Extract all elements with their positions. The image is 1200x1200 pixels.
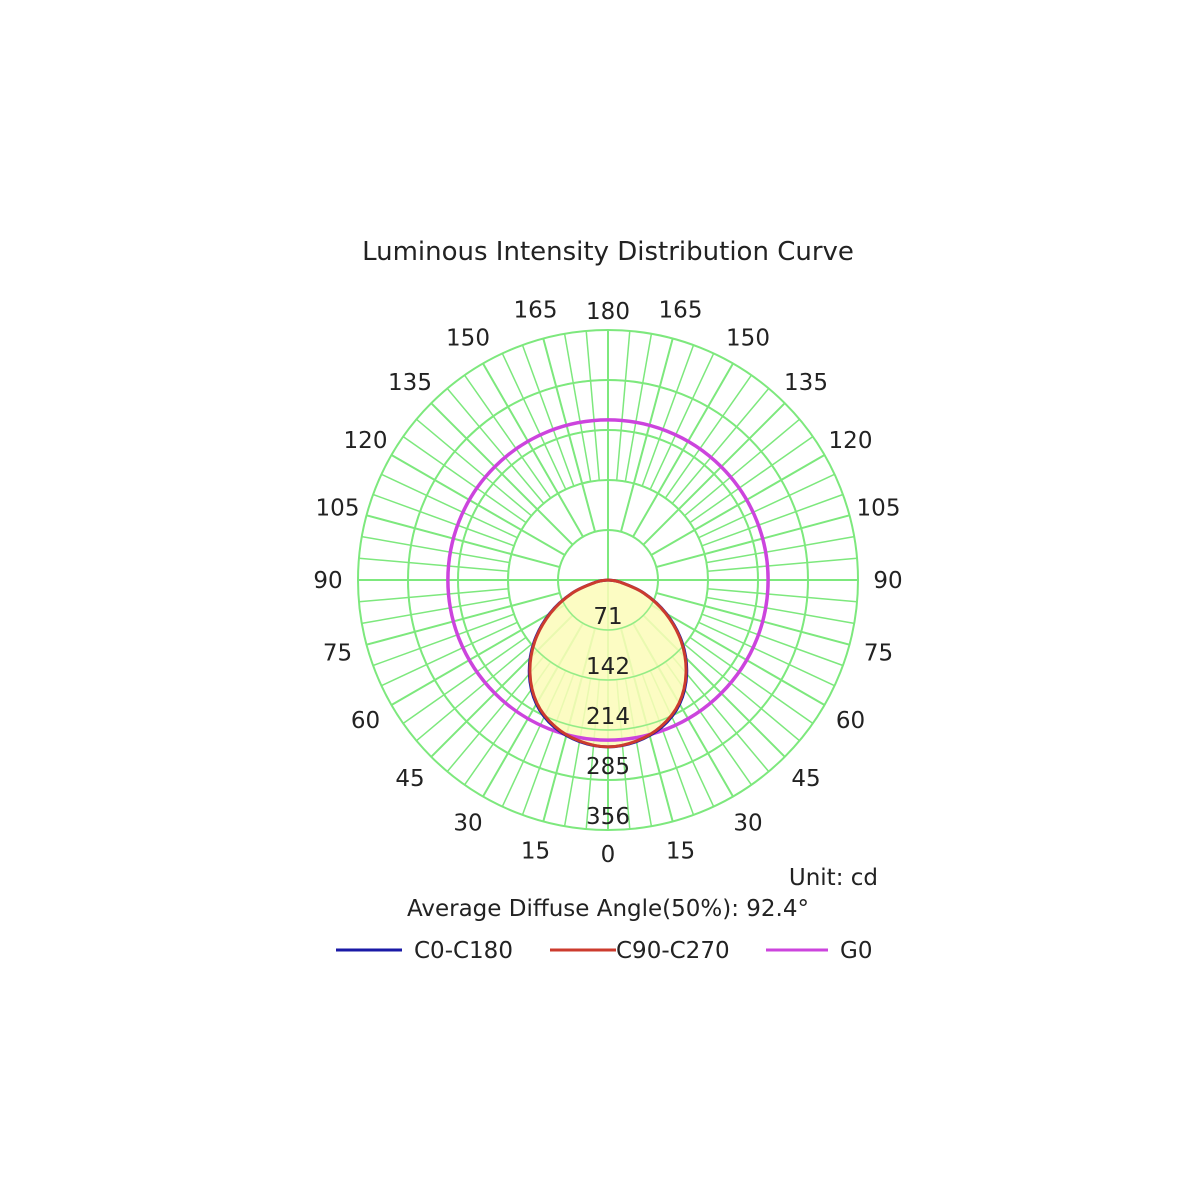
unit-label: Unit: cd <box>789 865 878 891</box>
grid-spoke <box>707 587 858 603</box>
grid-spoke <box>563 333 592 482</box>
grid-spoke <box>361 535 510 564</box>
grid-spoke <box>649 353 715 490</box>
angle-label: 45 <box>395 766 424 792</box>
grid-spoke <box>701 613 844 667</box>
chart-title: Luminous Intensity Distribution Curve <box>362 237 854 267</box>
angle-label: 30 <box>453 811 482 837</box>
diffuse-angle-label: Average Diffuse Angle(50%): 92.4° <box>407 896 809 922</box>
angle-label: 150 <box>446 326 490 352</box>
grid-spoke <box>416 418 532 517</box>
radial-tick-label: 214 <box>586 704 630 730</box>
grid-spoke <box>684 418 800 517</box>
grid-spoke <box>698 621 835 687</box>
angle-label: 15 <box>521 839 550 865</box>
angle-label: 75 <box>864 641 893 667</box>
grid-spoke <box>706 535 855 564</box>
legend-label-g0: G0 <box>840 938 872 964</box>
angle-label: 105 <box>316 496 360 522</box>
grid-circle-overlay <box>507 479 709 681</box>
grid-spoke <box>701 493 844 547</box>
angle-label: 15 <box>666 839 695 865</box>
grid-spoke <box>372 613 515 667</box>
grid-spoke <box>689 435 814 524</box>
grid-spoke <box>381 473 518 539</box>
grid-spoke <box>671 656 770 772</box>
angle-label: 30 <box>733 811 762 837</box>
angle-label: 120 <box>344 428 388 454</box>
angle-label-top: 180 <box>586 299 630 325</box>
intensity-fill-area <box>529 580 687 747</box>
legend: C0-C180 C90-C270 G0 <box>336 938 872 964</box>
grid-spoke <box>615 330 631 481</box>
grid-circle-overlay <box>557 529 659 631</box>
curves-layer <box>446 418 770 749</box>
grid-spoke <box>664 374 753 499</box>
grid-circle-overlay <box>457 429 759 731</box>
angle-label: 105 <box>857 496 901 522</box>
grid-spoke <box>624 333 653 482</box>
grid-spoke <box>446 388 545 504</box>
angle-label: 150 <box>726 326 770 352</box>
grid-spoke <box>402 435 527 524</box>
grid-spoke <box>689 636 814 725</box>
grid-circle-overlay <box>407 379 809 781</box>
grid-spoke <box>501 353 567 490</box>
radial-tick-label: 285 <box>586 754 630 780</box>
radial-tick-label: 356 <box>586 804 630 830</box>
grid-spoke <box>698 473 835 539</box>
intensity-fill <box>407 379 809 781</box>
grid-spoke <box>684 643 800 742</box>
grid-spoke <box>361 596 510 625</box>
center-label: 0 <box>601 842 616 868</box>
grid-spoke <box>446 656 545 772</box>
labels-layer: 71 142 214 285 356 0 180 15 30 45 60 75 90 105 120 135 1… <box>313 298 902 869</box>
grid-spoke <box>706 596 855 625</box>
radial-tick-label: 71 <box>593 604 622 630</box>
series-g0-curve <box>446 418 770 742</box>
angle-label: 60 <box>351 708 380 734</box>
grid-spoke <box>707 557 858 573</box>
series-c90-c270-curve <box>528 578 688 749</box>
grid-spoke <box>402 636 527 725</box>
grid-spoke <box>358 557 509 573</box>
grid-spoke <box>372 493 515 547</box>
angle-label: 165 <box>659 298 703 324</box>
angle-label: 135 <box>388 370 432 396</box>
radial-tick-label: 142 <box>586 654 630 680</box>
legend-label-c0-c180: C0-C180 <box>414 938 513 964</box>
angle-label: 90 <box>313 568 342 594</box>
angle-label: 60 <box>836 708 865 734</box>
grid-spoke <box>521 344 575 487</box>
angle-label: 90 <box>873 568 902 594</box>
grid-spoke <box>416 643 532 742</box>
angle-label: 120 <box>829 428 873 454</box>
grid-spoke <box>585 330 601 481</box>
angle-label: 165 <box>514 298 558 324</box>
grid-spoke <box>381 621 518 687</box>
angle-label: 45 <box>791 766 820 792</box>
grid-spoke <box>358 587 509 603</box>
grid-spoke <box>463 374 552 499</box>
grid-spoke <box>641 344 695 487</box>
angle-label: 75 <box>323 641 352 667</box>
legend-label-c90-c270: C90-C270 <box>616 938 730 964</box>
angle-label: 135 <box>784 370 828 396</box>
grid-spoke <box>671 388 770 504</box>
